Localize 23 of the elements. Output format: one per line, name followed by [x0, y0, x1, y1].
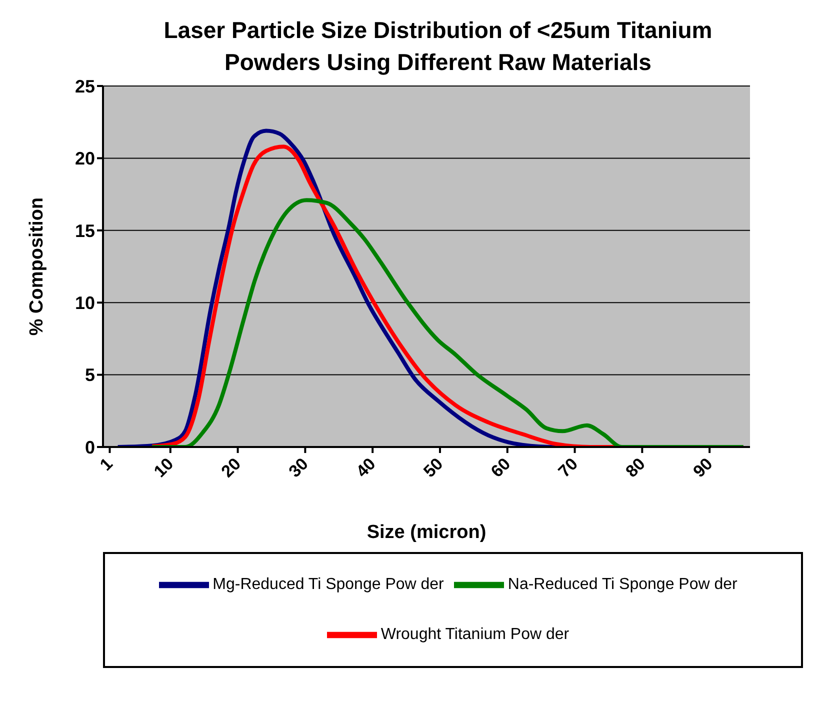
x-tick-label: 10 — [150, 454, 178, 482]
x-tick-label: 20 — [218, 454, 245, 482]
x-tick-label: 90 — [689, 454, 716, 482]
x-tick-label: 70 — [554, 454, 582, 482]
x-tick-label: 40 — [352, 454, 380, 482]
legend-label: Mg-Reduced Ti Sponge Pow der — [212, 576, 444, 594]
y-tick-label: 0 — [84, 437, 95, 458]
chart-title: Laser Particle Size Distribution of <25um Titanium Powders Using Different Raw Materials — [162, 16, 714, 77]
y-tick-label: 25 — [74, 76, 95, 96]
y-axis-title: % Composition — [26, 197, 48, 336]
x-tick-label: 60 — [487, 454, 514, 482]
y-tick-label: 5 — [84, 365, 95, 386]
y-tick-label: 20 — [74, 148, 95, 169]
y-tick-label: 15 — [74, 220, 95, 241]
legend-label: Wrought Titanium Pow der — [380, 626, 570, 644]
x-tick-label: 1 — [96, 454, 116, 474]
x-tick-label: 30 — [285, 454, 312, 482]
x-axis-title: Size (micron) — [366, 522, 486, 543]
x-tick-label: 50 — [420, 454, 447, 482]
x-tick-label: 80 — [622, 454, 649, 482]
legend-label: Na-Reduced Ti Sponge Pow der — [508, 576, 738, 594]
line-series — [150, 198, 746, 447]
y-tick-label: 10 — [74, 292, 95, 313]
